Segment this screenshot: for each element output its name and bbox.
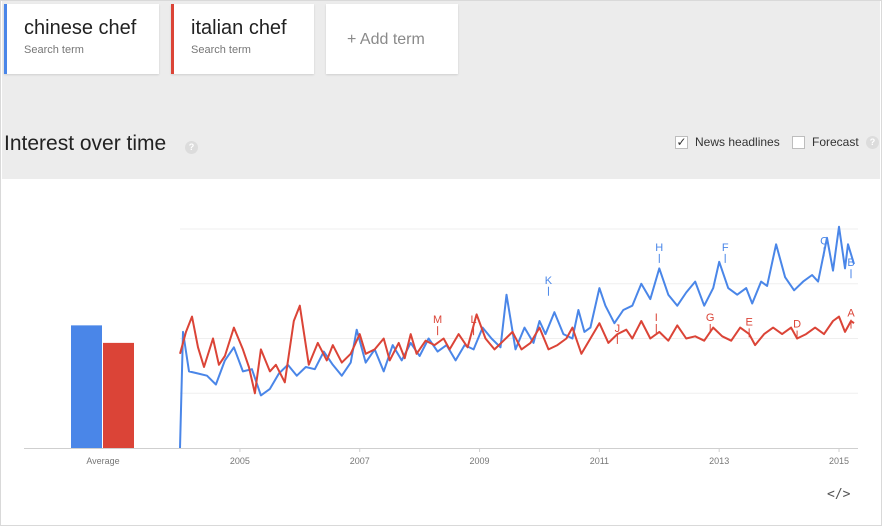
help-icon[interactable]: ? bbox=[185, 141, 198, 154]
forecast-help-icon[interactable]: ? bbox=[866, 136, 879, 149]
interest-over-time-chart: 2005 2007 2009 2011 2013 2015 Average M L K J I H G F E… bbox=[2, 179, 880, 525]
annotation-label: M bbox=[433, 314, 442, 326]
add-term-button[interactable]: + Add term bbox=[326, 4, 458, 74]
embed-code-icon[interactable]: </> bbox=[827, 487, 851, 502]
search-term-card-italian-chef[interactable]: italian chef Search term bbox=[171, 4, 314, 74]
x-tick-label: 2005 bbox=[230, 456, 250, 466]
annotation-label: D bbox=[793, 319, 801, 331]
annotation-label: G bbox=[706, 312, 715, 324]
forecast-checkbox[interactable] bbox=[792, 135, 805, 149]
forecast-toggle[interactable]: Forecast bbox=[792, 135, 859, 149]
annotation-label: C bbox=[820, 235, 828, 247]
series-line bbox=[179, 225, 855, 449]
annotation-label: H bbox=[655, 242, 663, 254]
x-tick-label: 2007 bbox=[350, 456, 370, 466]
x-tick-label: 2013 bbox=[709, 456, 729, 466]
annotation-label: E bbox=[745, 316, 752, 328]
section-title: Interest over time bbox=[4, 132, 167, 155]
x-tick-label: 2011 bbox=[590, 456, 609, 466]
annotation-label: F bbox=[722, 242, 729, 254]
news-headlines-toggle[interactable]: ✓ News headlines bbox=[675, 135, 780, 149]
x-tick-label: 2009 bbox=[470, 456, 490, 466]
term-color-bar bbox=[171, 4, 174, 74]
annotation-label: K bbox=[545, 275, 553, 287]
annotation-label: J bbox=[615, 323, 621, 335]
search-term-caption: Search term bbox=[191, 44, 251, 56]
search-term-card-chinese-chef[interactable]: chinese chef Search term bbox=[4, 4, 159, 74]
search-term-name: italian chef bbox=[191, 17, 287, 39]
average-label: Average bbox=[86, 456, 119, 466]
news-headlines-checkbox[interactable]: ✓ bbox=[675, 134, 688, 149]
average-bar bbox=[103, 342, 134, 448]
annotation-label: A bbox=[847, 308, 855, 320]
search-term-name: chinese chef bbox=[24, 17, 137, 39]
forecast-label: Forecast bbox=[812, 135, 859, 149]
x-tick-label: 2015 bbox=[829, 456, 849, 466]
search-term-caption: Search term bbox=[24, 44, 84, 56]
term-color-bar bbox=[4, 4, 7, 74]
annotation-label: I bbox=[655, 312, 658, 324]
chart-svg: 2005 2007 2009 2011 2013 2015 Average M L K J I H G F E… bbox=[24, 225, 858, 466]
annotation-label: L bbox=[471, 314, 477, 326]
average-bar bbox=[71, 325, 102, 448]
series-line bbox=[179, 304, 855, 395]
annotation-label: B bbox=[847, 257, 854, 269]
add-term-label: + Add term bbox=[347, 31, 425, 48]
news-headlines-label: News headlines bbox=[695, 135, 780, 149]
